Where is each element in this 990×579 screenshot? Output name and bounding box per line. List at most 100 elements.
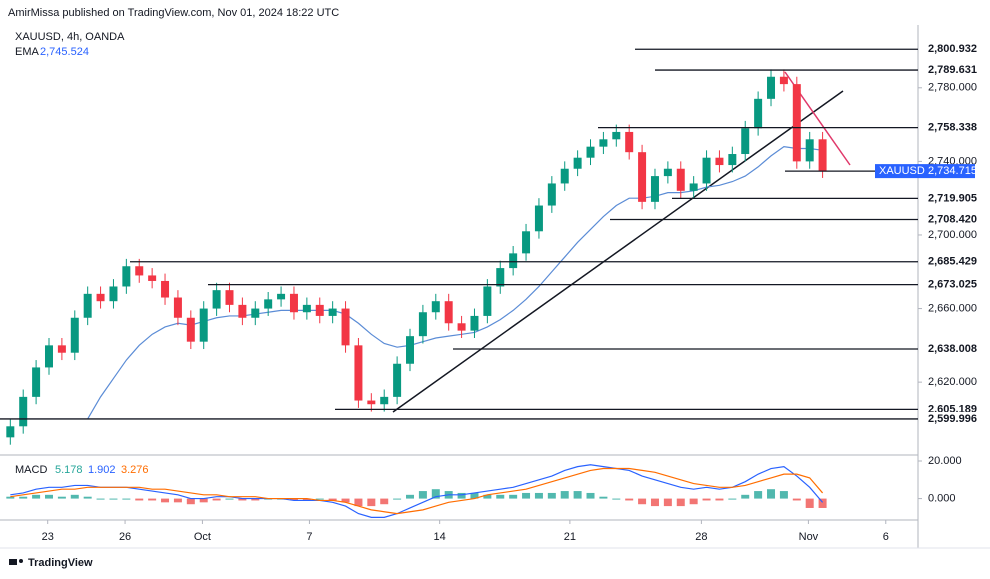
ema-legend-name: EMA [15,46,40,58]
candle-body [83,293,92,318]
candle-body [354,345,363,401]
indicator-line [10,464,824,518]
histogram-bar [212,498,221,501]
level-label: 2,719.905 [928,192,977,204]
level-label: 2,673.025 [928,279,977,291]
candle-body [573,157,582,169]
histogram-bar [560,491,569,499]
histogram-bar [676,498,685,507]
candle-body [96,293,105,302]
level-label: 2,708.420 [928,213,977,225]
macd-legend-value: 5.178 [55,464,83,476]
candle-body [199,308,208,342]
histogram-bar [393,498,402,500]
histogram-bar [625,498,634,501]
candle-body [496,268,505,287]
histogram-bar [70,494,79,499]
y-tick-label: 2,700.000 [928,229,977,241]
ema-legend-value: 2,745.524 [40,46,89,58]
histogram-bar [509,494,518,499]
candle-body [57,345,66,353]
histogram-bar [173,498,182,503]
histogram-bar [496,494,505,499]
histogram-bar [148,498,157,501]
candle-body [470,315,479,331]
histogram-bar [302,498,311,501]
x-tick-label: 7 [306,531,312,543]
candle-body [741,128,750,155]
macd-legend-value: 3.276 [121,464,149,476]
histogram-bar [19,496,28,499]
candle-body [689,183,698,191]
y-tick-label: 2,780.000 [928,82,977,94]
candle-body [650,176,659,202]
candle-body [251,308,260,318]
candle-body [238,304,247,318]
last-price-symbol: XAUUSD [879,165,925,177]
candle-body [328,308,337,316]
candle-body [418,312,427,337]
level-label-box [919,254,979,269]
candle-body [70,317,79,353]
histogram-bar [612,498,621,500]
x-tick-label: 14 [434,531,446,543]
candle-body [161,280,170,298]
candle-body [612,131,621,140]
histogram-bar [431,489,440,499]
histogram-bar [650,498,659,507]
x-tick-label: 23 [42,531,54,543]
candle-body [367,400,376,405]
candle-body [779,76,788,85]
level-label-box [919,342,979,357]
candle-body [728,154,737,166]
histogram-bar [689,498,698,505]
histogram-bar [367,498,376,507]
level-label-box [919,411,979,426]
macd-legend-name: MACD [15,464,47,476]
macd-legend-value: 1.902 [88,464,116,476]
histogram-bar [483,494,492,499]
candle-body [264,299,273,309]
histogram-bar [135,498,144,501]
candle-body [109,286,118,302]
histogram-bar [702,498,711,501]
histogram-bar [805,498,814,508]
candle-body [547,183,556,206]
level-label: 2,599.996 [928,413,977,425]
candle-body [560,168,569,184]
histogram-bar [547,492,556,499]
candle-body [818,139,827,171]
candle-body [122,266,131,287]
tv-logo [9,559,23,565]
y-tick-label: 20.000 [928,455,962,467]
histogram-bar [225,498,234,500]
level-label: 2,638.008 [928,343,977,355]
histogram-bar [522,492,531,499]
symbol-title: XAUUSD, 4h, OANDA [15,31,125,43]
histogram-bar [186,498,195,505]
footer-brand: TradingView [28,557,93,569]
histogram-bar [315,498,324,500]
x-tick-label: Oct [194,531,211,543]
candle-body [625,131,634,153]
candle-body [702,157,711,184]
y-tick-label: 2,620.000 [928,376,977,388]
histogram-bar [638,498,647,505]
histogram-bar [122,498,131,500]
candle-body [173,297,182,318]
x-tick-label: 28 [695,531,707,543]
histogram-bar [741,494,750,499]
y-tick-label: 0.000 [928,492,956,504]
candle-body [341,308,350,346]
candle-body [186,317,195,342]
histogram-bar [406,494,415,499]
histogram-bar [728,498,737,500]
publisher-header: AmirMissa published on TradingView.com, … [8,7,339,19]
candle-body [393,363,402,397]
candle-body [6,426,15,438]
candle-body [676,168,685,191]
x-tick-label: 26 [119,531,131,543]
histogram-bar [354,498,363,507]
